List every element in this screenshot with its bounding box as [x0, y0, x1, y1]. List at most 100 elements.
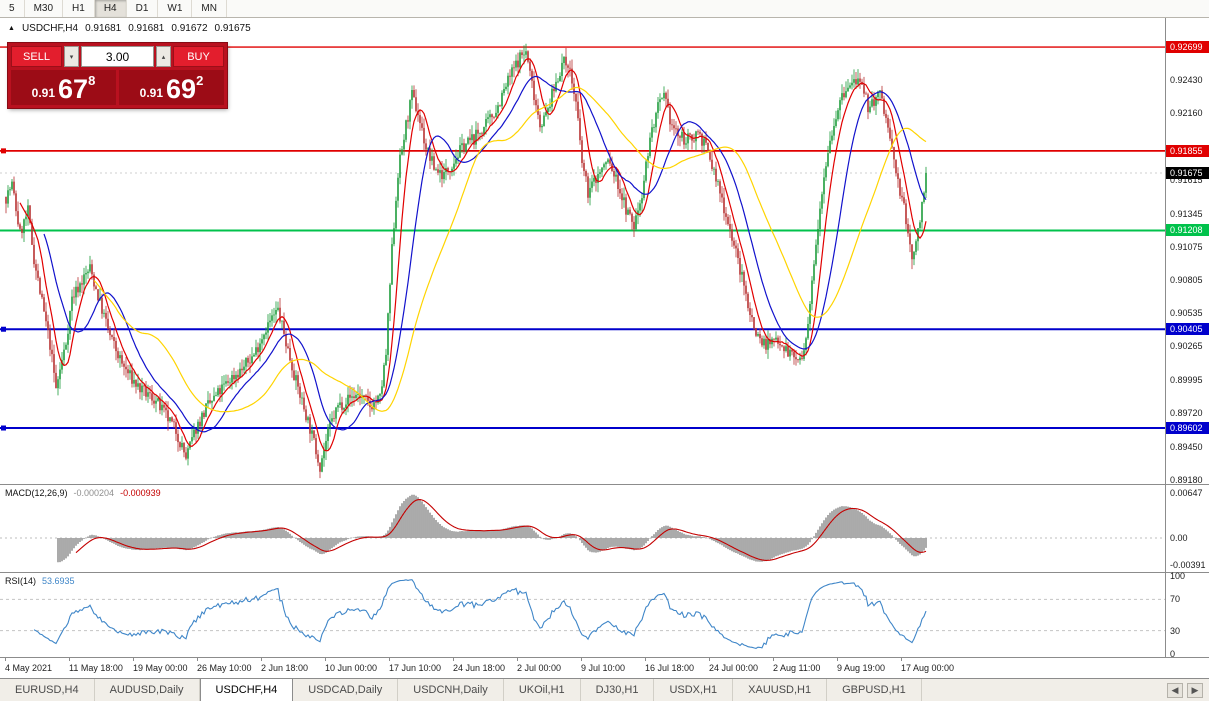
timeframe-d1[interactable]: D1 [127, 0, 159, 17]
timeframe-h1[interactable]: H1 [63, 0, 95, 17]
price-tick: 0.90805 [1170, 275, 1203, 286]
chart-tab-ukoil[interactable]: UKOil,H1 [504, 679, 581, 701]
time-tick [453, 658, 454, 661]
time-tick [773, 658, 774, 661]
time-tick [389, 658, 390, 661]
symbol-tabbar: EURUSD,H4 AUDUSD,Daily USDCHF,H4 USDCAD,Dai… [0, 678, 1209, 701]
tabs-prev-icon[interactable]: ◀ [1167, 682, 1183, 698]
time-tick [709, 658, 710, 661]
time-label: 9 Jul 10:00 [581, 663, 626, 673]
time-label: 9 Aug 19:00 [837, 663, 886, 673]
chart-tab-usdchf[interactable]: USDCHF,H4 [199, 679, 294, 701]
buy-price-sup: 2 [196, 73, 204, 88]
rsi-tick: 70 [1170, 594, 1181, 605]
timeframe-m30[interactable]: M30 [25, 0, 64, 17]
price-panel: 0.92430 0.92160 0.91615 0.91345 0.91075 0.908… [0, 18, 1209, 485]
chart-tab-audusd[interactable]: AUDUSD,Daily [95, 679, 200, 701]
level-price-label: 0.89602 [1166, 422, 1209, 434]
chart-tab-dj30[interactable]: DJ30,H1 [581, 679, 655, 701]
price-tick: 0.89180 [1170, 474, 1203, 485]
sell-price-prefix: 0.91 [31, 86, 56, 100]
time-label: 2 Jun 18:00 [261, 663, 309, 673]
time-label: 17 Aug 00:00 [901, 663, 955, 673]
chart-symbol-label: USDCHF,H4 [21, 23, 79, 34]
rsi-value: 53.6935 [42, 576, 75, 586]
chart-tab-gbpusd[interactable]: GBPUSD,H1 [827, 679, 922, 701]
price-axis: 0.92430 0.92160 0.91615 0.91345 0.91075 0.908… [1165, 18, 1209, 485]
bar-close-value: 0.91675 [214, 23, 251, 34]
buy-price-display[interactable]: 0.91 69 2 [119, 70, 224, 105]
time-label: 17 Jun 10:00 [389, 663, 442, 673]
macd-axis: 0.00647 0.00 -0.00391 [1165, 485, 1209, 572]
price-tick: 0.89450 [1170, 441, 1203, 452]
rsi-tick: 30 [1170, 625, 1181, 636]
volume-input[interactable] [81, 46, 154, 67]
chart-tab-xauusd[interactable]: XAUUSD,H1 [733, 679, 828, 701]
level-price-label: 0.90405 [1166, 323, 1209, 336]
time-tick [325, 658, 326, 661]
time-tick [133, 658, 134, 661]
price-tick: 0.89995 [1170, 374, 1203, 385]
chart-tab-eurusd[interactable]: EURUSD,H4 [0, 679, 95, 701]
price-tick: 0.91075 [1170, 241, 1203, 252]
price-tick: 0.91345 [1170, 208, 1203, 219]
tab-scroll-arrows: ◀ ▶ [1167, 679, 1209, 701]
time-tick [645, 658, 646, 661]
sell-price-big: 67 [58, 74, 89, 104]
macd-tick: -0.00391 [1170, 560, 1206, 571]
time-axis: 4 May 2021 11 May 18:00 19 May 00:00 26 May… [0, 657, 1209, 678]
bar-high-value: 0.91681 [128, 23, 165, 34]
price-chart-canvas[interactable] [0, 18, 1165, 484]
time-label: 24 Jul 00:00 [709, 663, 759, 673]
time-label: 2 Aug 11:00 [773, 663, 821, 673]
time-tick [5, 658, 6, 661]
chart-window: 0.92430 0.92160 0.91615 0.91345 0.91075 0.908… [0, 18, 1209, 678]
volume-up-icon[interactable]: ▴ [156, 46, 171, 67]
time-label: 19 May 00:00 [133, 663, 188, 673]
bar-open-value: 0.91681 [85, 23, 122, 34]
bottom-strip [0, 701, 1209, 707]
sell-price-sup: 8 [88, 73, 96, 88]
one-click-trading-panel: SELL ▾ ▴ BUY 0.91 67 8 0.91 69 2 [8, 43, 227, 108]
timeframe-5[interactable]: 5 [0, 0, 25, 17]
time-tick [69, 658, 70, 661]
timeframe-toolbar: 5 M30 H1 H4 D1 W1 MN [0, 0, 1209, 18]
time-label: 26 May 10:00 [197, 663, 252, 673]
buy-price-big: 69 [166, 74, 197, 104]
price-tick: 0.89720 [1170, 408, 1203, 419]
price-tick: 0.90535 [1170, 308, 1203, 319]
volume-down-icon[interactable]: ▾ [64, 46, 79, 67]
chart-tab-usdcnh[interactable]: USDCNH,Daily [398, 679, 504, 701]
chart-marker-icon: ▲ [8, 25, 15, 32]
timeframe-w1[interactable]: W1 [158, 0, 193, 17]
macd-chart-canvas[interactable] [0, 485, 1165, 572]
macd-panel: 0.00647 0.00 -0.00391 MACD(12,26,9) -0.000… [0, 484, 1209, 572]
sell-button[interactable]: SELL [11, 46, 62, 67]
rsi-panel: 100 70 30 0 RSI(14) 53.6935 [0, 571, 1209, 659]
time-label: 16 Jul 18:00 [645, 663, 695, 673]
bar-low-value: 0.91672 [171, 23, 208, 34]
time-tick [261, 658, 262, 661]
timeframe-mn[interactable]: MN [192, 0, 227, 17]
rsi-chart-canvas[interactable] [0, 573, 1165, 657]
chart-tab-usdx[interactable]: USDX,H1 [654, 679, 734, 701]
price-tick: 0.92430 [1170, 75, 1203, 86]
price-tick: 0.91615 [1170, 175, 1203, 186]
time-tick [837, 658, 838, 661]
time-tick [901, 658, 902, 661]
macd-signal-value: -0.000939 [120, 488, 161, 498]
macd-main-value: -0.000204 [73, 488, 115, 498]
sell-price-display[interactable]: 0.91 67 8 [11, 70, 116, 105]
price-tick: 0.92160 [1170, 108, 1203, 119]
price-tick: 0.90265 [1170, 341, 1203, 352]
chart-tab-usdcad[interactable]: USDCAD,Daily [293, 679, 399, 701]
buy-button[interactable]: BUY [173, 46, 224, 67]
timeframe-h4[interactable]: H4 [94, 0, 127, 17]
tabs-next-icon[interactable]: ▶ [1187, 682, 1203, 698]
time-label: 2 Jul 00:00 [517, 663, 562, 673]
rsi-tick: 100 [1170, 571, 1186, 581]
level-price-label: 0.91208 [1166, 224, 1209, 237]
buy-price-prefix: 0.91 [139, 86, 164, 100]
current-price-label: 0.91675 [1166, 167, 1209, 179]
